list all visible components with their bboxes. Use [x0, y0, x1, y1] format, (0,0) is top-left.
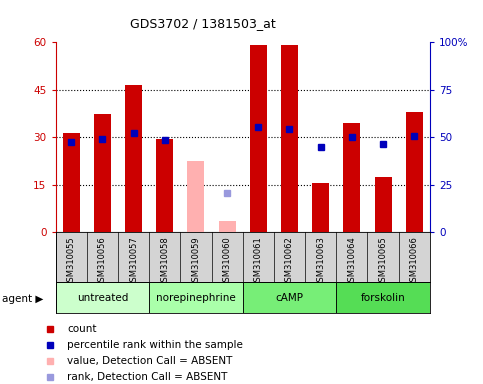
- Bar: [218, 221, 236, 232]
- Text: forskolin: forskolin: [361, 293, 405, 303]
- Text: count: count: [67, 324, 97, 334]
- Bar: [343, 123, 360, 232]
- Text: percentile rank within the sample: percentile rank within the sample: [67, 340, 243, 350]
- Text: GSM310060: GSM310060: [223, 236, 232, 287]
- Text: norepinephrine: norepinephrine: [156, 293, 236, 303]
- Bar: [281, 45, 298, 232]
- Text: cAMP: cAMP: [275, 293, 303, 303]
- Text: GSM310059: GSM310059: [191, 236, 200, 287]
- Bar: [406, 112, 423, 232]
- Text: GSM310058: GSM310058: [160, 236, 169, 287]
- Text: GSM310064: GSM310064: [347, 236, 356, 287]
- Text: GSM310056: GSM310056: [98, 236, 107, 287]
- Text: GSM310066: GSM310066: [410, 236, 419, 287]
- Bar: [250, 45, 267, 232]
- Text: GSM310061: GSM310061: [254, 236, 263, 287]
- Text: untreated: untreated: [77, 293, 128, 303]
- Bar: [156, 139, 173, 232]
- Text: GSM310055: GSM310055: [67, 236, 76, 287]
- Bar: [312, 183, 329, 232]
- Text: value, Detection Call = ABSENT: value, Detection Call = ABSENT: [67, 356, 232, 366]
- Bar: [149, 282, 242, 313]
- Text: rank, Detection Call = ABSENT: rank, Detection Call = ABSENT: [67, 372, 227, 382]
- Text: GSM310057: GSM310057: [129, 236, 138, 287]
- Text: agent ▶: agent ▶: [2, 294, 44, 304]
- Bar: [374, 177, 392, 232]
- Text: GSM310063: GSM310063: [316, 236, 325, 287]
- Bar: [336, 282, 430, 313]
- Bar: [187, 161, 204, 232]
- Bar: [242, 282, 336, 313]
- Bar: [125, 85, 142, 232]
- Bar: [94, 114, 111, 232]
- Bar: [63, 132, 80, 232]
- Bar: [56, 282, 149, 313]
- Text: GDS3702 / 1381503_at: GDS3702 / 1381503_at: [130, 17, 276, 30]
- Text: GSM310065: GSM310065: [379, 236, 387, 287]
- Text: GSM310062: GSM310062: [285, 236, 294, 287]
